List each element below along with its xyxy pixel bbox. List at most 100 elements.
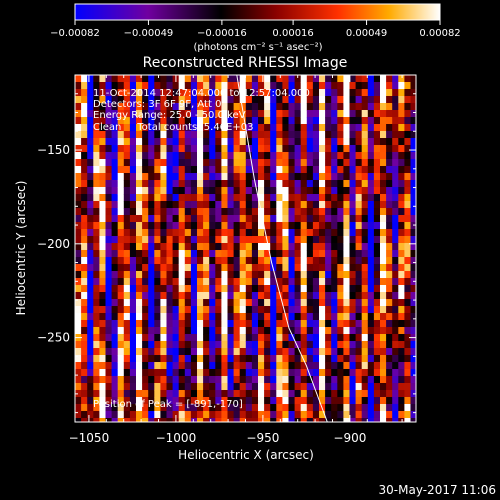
heatmap-cell (166, 299, 173, 307)
heatmap-cell (160, 313, 167, 321)
heatmap-cell (117, 397, 125, 405)
heatmap-cell (294, 208, 302, 216)
heatmap-cell (178, 229, 186, 237)
heatmap-cell (294, 166, 302, 174)
heatmap-cell (123, 271, 131, 279)
heatmap-cell (270, 215, 277, 223)
heatmap-cell (294, 341, 302, 349)
heatmap-cell (258, 264, 265, 272)
heatmap-cell (367, 236, 375, 244)
heatmap-cell (172, 383, 180, 391)
heatmap-cell (129, 110, 137, 118)
heatmap-cell (404, 89, 411, 97)
heatmap-cell (300, 292, 308, 300)
heatmap-cell (190, 306, 198, 314)
heatmap-cell (233, 82, 241, 90)
heatmap-cell (123, 124, 131, 132)
heatmap-cell (227, 334, 234, 342)
heatmap-cell (331, 201, 338, 209)
heatmap-cell (264, 138, 271, 146)
heatmap-cell (215, 138, 222, 146)
heatmap-cell (288, 383, 295, 391)
heatmap-cell (184, 313, 192, 321)
heatmap-cell (233, 75, 241, 83)
heatmap-cell (215, 376, 222, 384)
heatmap-cell (258, 390, 265, 398)
heatmap-cell (142, 75, 149, 83)
heatmap-cell (215, 313, 222, 321)
heatmap-cell (288, 152, 295, 160)
heatmap-cell (203, 166, 210, 174)
heatmap-cell (245, 418, 253, 422)
heatmap-cell (197, 110, 204, 118)
heatmap-cell (288, 229, 295, 237)
heatmap-cell (258, 173, 265, 181)
heatmap-cell (160, 376, 167, 384)
heatmap-cell (410, 292, 416, 300)
heatmap-cell (337, 369, 344, 377)
heatmap-cell (258, 369, 265, 377)
heatmap-cell (312, 369, 320, 377)
heatmap-cell (172, 166, 180, 174)
heatmap-cell (398, 236, 405, 244)
heatmap-cell (227, 320, 234, 328)
heatmap-cell (245, 278, 253, 286)
heatmap-cell (227, 124, 234, 132)
heatmap-cell (99, 348, 106, 356)
heatmap-cell (325, 152, 332, 160)
heatmap-cell (312, 362, 320, 370)
y-tick-label: −150 (37, 143, 70, 157)
heatmap-cell (361, 264, 369, 272)
heatmap-cell (312, 418, 320, 422)
heatmap-cell (410, 124, 416, 132)
heatmap-cell (398, 159, 405, 167)
heatmap-cell (264, 89, 271, 97)
heatmap-cell (270, 348, 277, 356)
heatmap-cell (386, 103, 393, 111)
heatmap-cell (117, 194, 125, 202)
heatmap-cell (136, 236, 143, 244)
heatmap-cell (392, 320, 399, 328)
heatmap-cell (392, 131, 399, 139)
heatmap-cell (154, 250, 161, 258)
heatmap-cell (404, 222, 411, 230)
heatmap-cell (142, 180, 149, 188)
heatmap-cell (251, 369, 259, 377)
heatmap-cell (190, 75, 198, 83)
heatmap-cell (142, 355, 149, 363)
heatmap-cell (87, 138, 94, 146)
heatmap-cell (288, 138, 295, 146)
heatmap-cell (306, 362, 314, 370)
heatmap-cell (367, 201, 375, 209)
heatmap-cell (221, 159, 228, 167)
heatmap-cell (325, 306, 332, 314)
heatmap-cell (288, 173, 295, 181)
heatmap-cell (337, 285, 344, 293)
heatmap-cell (331, 369, 338, 377)
heatmap-cell (172, 334, 180, 342)
heatmap-cell (136, 75, 143, 83)
heatmap-cell (160, 271, 167, 279)
heatmap-cell (373, 89, 381, 97)
heatmap-cell (258, 82, 265, 90)
heatmap-cell (294, 110, 302, 118)
heatmap-cell (105, 117, 112, 125)
heatmap-cell (190, 285, 198, 293)
annotation-energy: Energy Range: 25.0 - 50.0 keV (93, 110, 246, 121)
heatmap-cell (404, 103, 411, 111)
heatmap-cell (227, 201, 234, 209)
heatmap-cell (386, 390, 393, 398)
heatmap-cell (373, 138, 381, 146)
heatmap-cell (117, 250, 125, 258)
heatmap-cell (75, 236, 82, 244)
heatmap-cell (172, 208, 180, 216)
heatmap-cell (184, 159, 192, 167)
heatmap-cell (221, 418, 228, 422)
heatmap-cell (276, 257, 283, 265)
heatmap-cell (282, 278, 289, 286)
heatmap-cell (111, 264, 119, 272)
heatmap-cell (227, 292, 234, 300)
heatmap-cell (233, 236, 241, 244)
y-axis-label: Heliocentric Y (arcsec) (14, 181, 28, 316)
heatmap-cell (380, 75, 387, 83)
